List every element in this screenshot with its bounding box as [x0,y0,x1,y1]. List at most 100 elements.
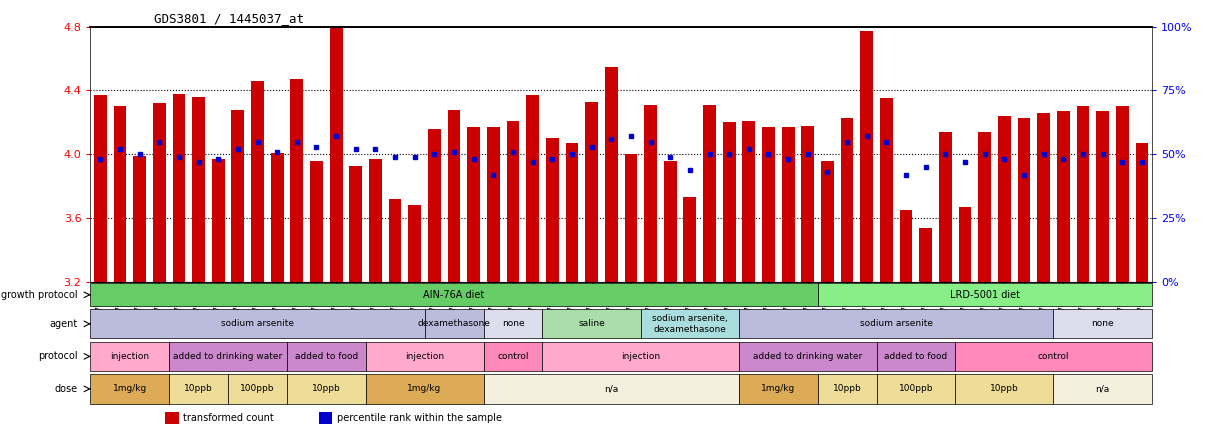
Bar [860,32,873,282]
Bar [90,309,425,338]
Bar [425,309,484,338]
Bar [997,116,1011,282]
Bar [369,159,382,282]
Text: added to drinking water: added to drinking water [754,352,862,361]
Bar [841,118,854,282]
Bar [1054,374,1152,404]
Bar [625,155,637,282]
Bar [978,132,991,282]
Text: injection: injection [405,352,444,361]
Text: 100ppb: 100ppb [898,385,933,393]
Bar [90,342,169,371]
Bar [287,374,365,404]
Bar [1018,118,1030,282]
Bar [232,110,245,282]
Bar [1116,107,1129,282]
Bar [877,342,955,371]
Bar [900,210,913,282]
Bar [310,161,323,282]
Bar [90,374,169,404]
Bar [212,159,224,282]
Bar [291,79,303,282]
Text: AIN-76A diet: AIN-76A diet [423,290,485,300]
Bar [94,95,106,282]
Bar [409,206,421,282]
Text: agent: agent [49,319,77,329]
Bar [644,105,657,282]
Text: saline: saline [578,319,605,329]
Bar [663,161,677,282]
Bar [318,412,333,424]
Text: LRD-5001 diet: LRD-5001 diet [949,290,1020,300]
Bar [388,199,402,282]
Bar [192,97,205,282]
Bar [566,143,579,282]
Text: 10ppb: 10ppb [832,385,861,393]
Bar [818,374,877,404]
Text: 100ppb: 100ppb [240,385,275,393]
Bar [955,374,1054,404]
Bar [507,121,520,282]
Bar [153,103,165,282]
Bar [169,342,287,371]
Bar [165,412,178,424]
Bar [821,161,833,282]
Text: added to food: added to food [884,352,948,361]
Bar [743,121,755,282]
Bar [818,283,1152,306]
Bar [585,102,598,282]
Text: sodium arsenite: sodium arsenite [860,319,932,329]
Text: 10ppb: 10ppb [312,385,340,393]
Bar [546,139,558,282]
Bar [684,198,696,282]
Text: 1mg/kg: 1mg/kg [408,385,441,393]
Text: injection: injection [110,352,150,361]
Bar [365,342,484,371]
Text: GDS3801 / 1445037_at: GDS3801 / 1445037_at [154,12,304,25]
Text: n/a: n/a [1095,385,1110,393]
Bar [172,94,186,282]
Text: dexamethasone: dexamethasone [417,319,491,329]
Bar [739,342,877,371]
Bar [271,153,283,282]
Bar [487,127,499,282]
Text: control: control [497,352,528,361]
Bar [1056,111,1070,282]
Bar [919,228,932,282]
Text: 1mg/kg: 1mg/kg [761,385,796,393]
Bar [543,342,739,371]
Text: growth protocol: growth protocol [1,290,77,300]
Text: protocol: protocol [39,351,77,361]
Bar [287,342,365,371]
Bar [447,110,461,282]
Text: control: control [1037,352,1070,361]
Bar [955,342,1152,371]
Text: 10ppb: 10ppb [990,385,1019,393]
Bar [880,99,892,282]
Bar [762,127,775,282]
Bar [722,123,736,282]
Bar [781,127,795,282]
Bar [640,309,739,338]
Bar [1136,143,1148,282]
Bar [484,342,543,371]
Bar [228,374,287,404]
Text: none: none [1091,319,1114,329]
Bar [113,107,127,282]
Bar [939,132,952,282]
Text: 10ppb: 10ppb [185,385,213,393]
Text: sodium arsenite: sodium arsenite [221,319,294,329]
Text: sodium arsenite,
dexamethasone: sodium arsenite, dexamethasone [652,314,727,333]
Bar [428,129,440,282]
Bar [739,309,1054,338]
Bar [251,81,264,282]
Bar [133,156,146,282]
Bar [90,283,818,306]
Bar [877,374,955,404]
Bar [1077,107,1089,282]
Text: none: none [502,319,525,329]
Bar [703,105,716,282]
Bar [169,374,228,404]
Bar [467,127,480,282]
Bar [1037,113,1050,282]
